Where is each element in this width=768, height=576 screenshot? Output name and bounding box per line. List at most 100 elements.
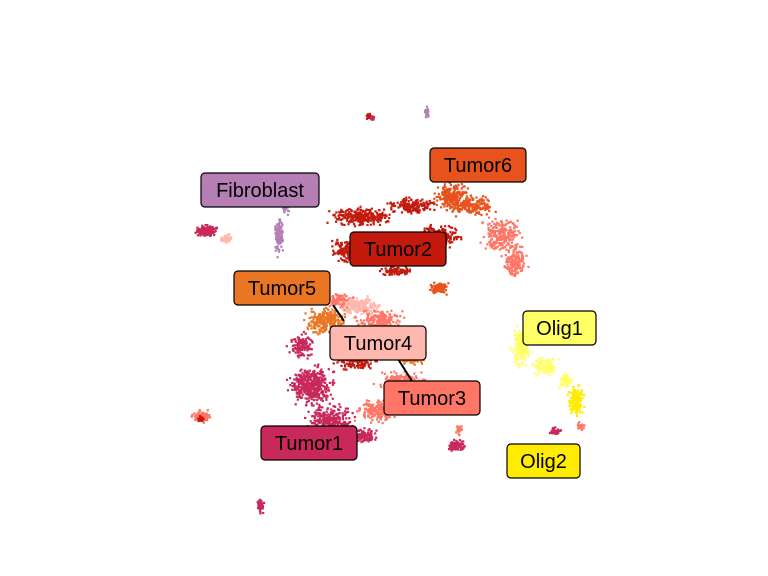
cell-point (338, 412, 341, 415)
cell-point (514, 338, 517, 341)
cell-point (355, 297, 358, 300)
cell-point (372, 223, 375, 226)
cell-point (299, 345, 302, 348)
cell-point (357, 323, 360, 326)
cell-point (362, 433, 365, 436)
cell-point (356, 410, 359, 413)
cell-point (306, 354, 309, 357)
cell-point (223, 237, 226, 240)
cell-point (486, 203, 489, 206)
cell-point (206, 414, 209, 417)
cell-point (432, 228, 436, 231)
cell-point (442, 187, 445, 190)
cell-point (352, 214, 355, 217)
cell-point (343, 316, 347, 319)
cell-point (280, 222, 283, 225)
cell-point (370, 404, 373, 407)
cell-point (322, 327, 325, 330)
cell-point (369, 367, 372, 370)
cell-point (375, 436, 378, 439)
cell-point (400, 211, 404, 214)
cell-point (510, 255, 513, 258)
cell-point (408, 378, 411, 382)
cell-point (334, 293, 337, 296)
cell-point (428, 199, 431, 203)
cell-point (516, 264, 519, 267)
cell-point (337, 301, 340, 304)
cell-point (367, 322, 370, 326)
cell-point (307, 381, 310, 385)
cell-point (429, 226, 432, 230)
cell-point (395, 377, 398, 380)
cell-point (499, 231, 502, 234)
cell-point (441, 203, 444, 206)
cell-point (505, 260, 508, 264)
cell-point (522, 262, 525, 265)
cell-point (274, 246, 277, 249)
cell-point (377, 407, 380, 410)
cell-point (549, 370, 552, 373)
cell-point (338, 217, 341, 220)
cell-point (293, 344, 296, 347)
cell-point (304, 416, 307, 420)
cell-point (426, 204, 429, 207)
cell-point (310, 391, 313, 394)
cell-point (360, 441, 363, 444)
cell-point (304, 338, 308, 341)
cell-point (333, 213, 336, 216)
cell-point (301, 342, 304, 345)
cell-point (321, 331, 324, 334)
cell-point (479, 241, 482, 244)
cell-point (302, 330, 306, 334)
cell-point (328, 331, 331, 334)
cell-point (510, 268, 513, 271)
cell-point (308, 337, 311, 340)
cell-point (317, 412, 320, 415)
cell-point (321, 397, 324, 400)
cell-point (351, 360, 354, 363)
cell-point (546, 367, 549, 371)
cell-point (430, 284, 433, 288)
cell-point (363, 412, 366, 415)
cell-point (523, 347, 526, 350)
cell-point (197, 411, 200, 414)
cell-point (494, 218, 497, 221)
cell-point (393, 204, 397, 208)
cell-point (310, 310, 313, 313)
cell-point (259, 503, 262, 506)
cell-point (381, 320, 384, 323)
cell-point (302, 387, 305, 390)
cell-point (474, 209, 477, 212)
cell-point (338, 249, 341, 252)
cell-point (323, 316, 326, 319)
cell-point (376, 215, 379, 219)
cell-point (458, 442, 461, 445)
cell-point (507, 242, 510, 245)
cell-point (423, 229, 426, 232)
cell-point (340, 301, 343, 304)
cell-point (278, 230, 282, 233)
cell-point (455, 446, 458, 449)
cell-point (446, 234, 449, 237)
cell-point (299, 376, 302, 379)
point-group-tumor3 (353, 399, 397, 425)
cell-point (518, 338, 521, 341)
cell-point (321, 406, 324, 409)
cell-point (366, 313, 369, 316)
cell-point (458, 430, 461, 433)
cell-point (352, 301, 355, 304)
cell-point (364, 210, 367, 213)
cell-point (336, 413, 339, 416)
cell-point (263, 501, 266, 504)
cell-point (343, 302, 346, 305)
cell-point (426, 112, 429, 115)
cell-point (375, 307, 378, 310)
cell-point (353, 364, 356, 367)
cell-point (283, 210, 286, 213)
cell-point (370, 115, 373, 119)
cell-point (367, 411, 370, 414)
cell-point (320, 326, 323, 329)
cell-point (373, 303, 376, 306)
cell-point (380, 268, 383, 271)
cell-point (345, 295, 348, 298)
